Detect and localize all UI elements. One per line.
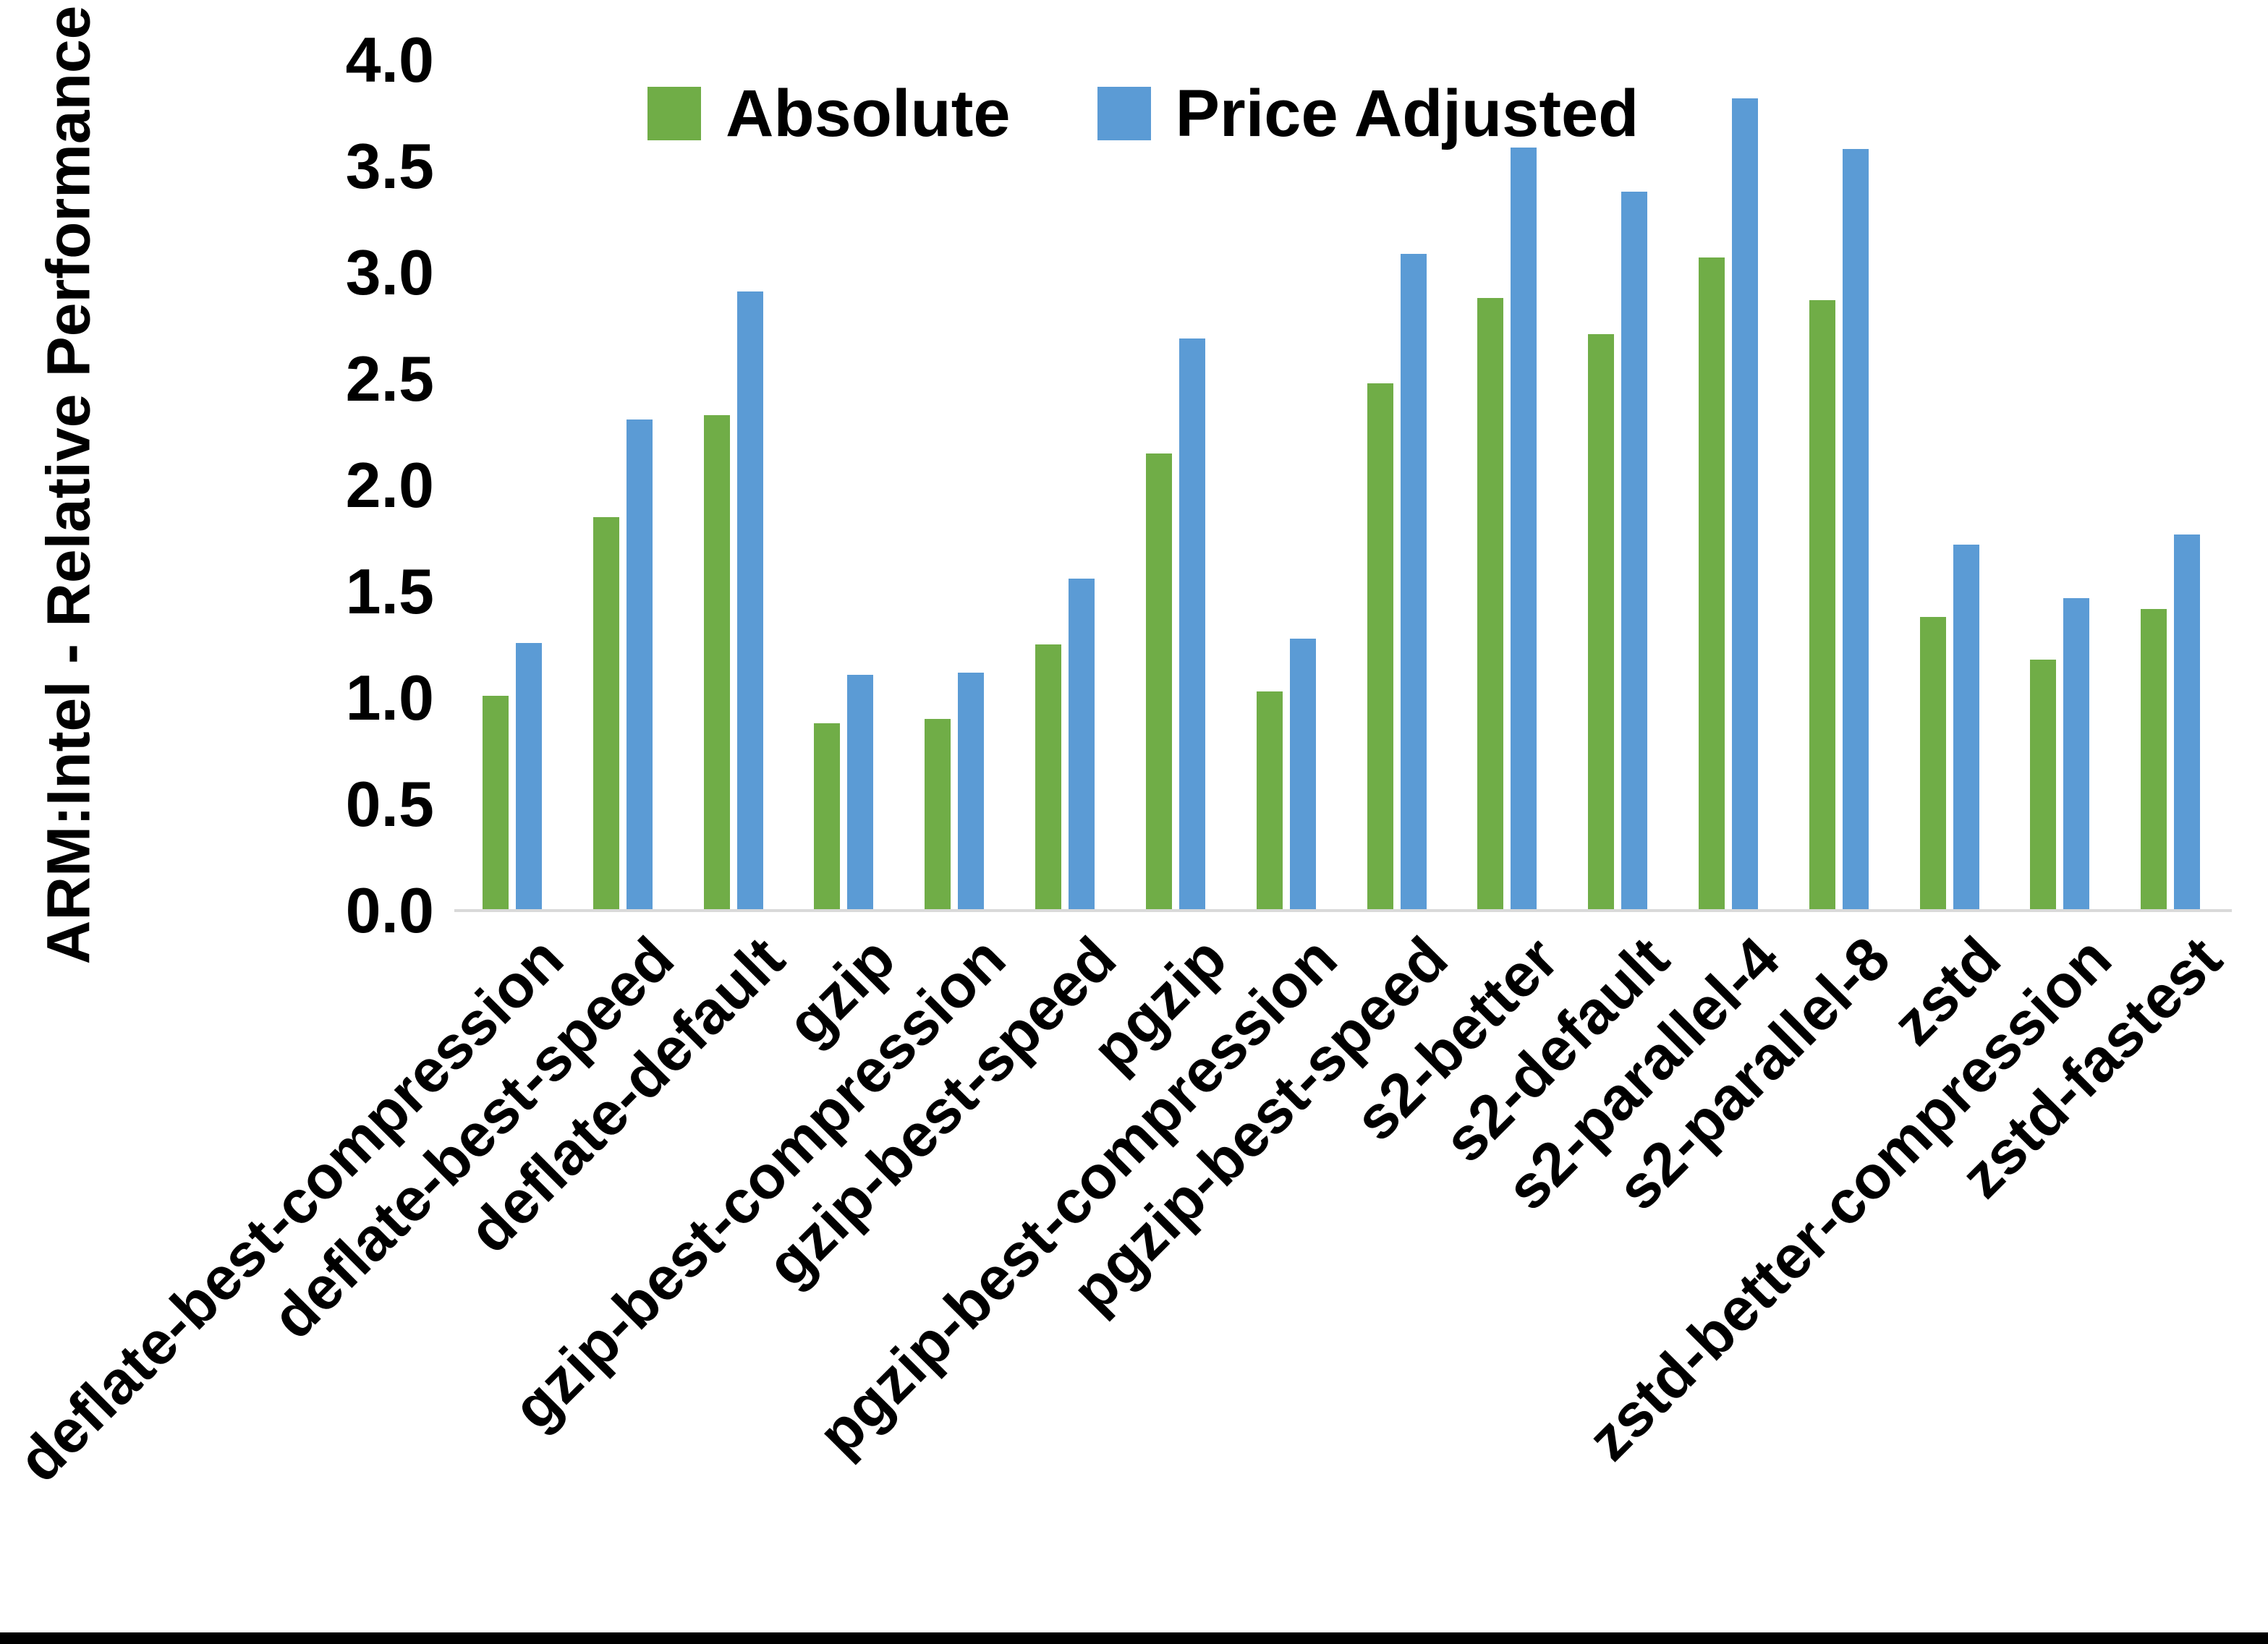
y-tick-label-3.5: 3.5 [345,130,434,202]
bar-deflate-default-absolute [704,415,730,909]
bar-zstd-fastest-price-adjusted [2174,534,2200,909]
bar-s2-parallel-8-price-adjusted [1843,149,1869,909]
bar-pgzip-best-speed-absolute [1367,383,1393,909]
bar-gzip-best-compression-absolute [925,719,951,909]
bar-pgzip-best-compression-absolute [1257,691,1283,909]
bar-deflate-best-compression-price-adjusted [516,643,542,909]
bar-s2-parallel-8-absolute [1809,300,1835,909]
bar-deflate-best-speed-price-adjusted [627,419,653,909]
bar-s2-better-price-adjusted [1511,148,1537,909]
bar-pgzip-absolute [1146,453,1172,909]
y-tick-label-3.0: 3.0 [345,237,434,308]
y-tick-label-1.5: 1.5 [345,555,434,627]
bottom-border [0,1632,2268,1644]
y-tick-label-4.0: 4.0 [345,24,434,95]
bar-s2-parallel-4-price-adjusted [1732,98,1758,909]
y-tick-label-1.0: 1.0 [345,662,434,733]
y-tick-label-0.0: 0.0 [345,874,434,946]
legend-label-absolute: Absolute [726,77,1011,150]
x-axis-baseline [454,909,2232,912]
bar-deflate-default-price-adjusted [737,291,763,909]
legend-swatch-absolute-icon [647,87,701,140]
bar-deflate-best-compression-absolute [483,696,509,909]
bar-s2-default-price-adjusted [1621,192,1647,909]
bar-gzip-price-adjusted [847,675,873,909]
legend-label-price-adjusted: Price Adjusted [1175,77,1639,150]
bar-gzip-best-speed-absolute [1035,644,1061,909]
bar-s2-parallel-4-absolute [1699,257,1725,909]
bar-zstd-better-compression-absolute [2030,660,2056,909]
bar-zstd-fastest-absolute [2141,609,2167,909]
bar-pgzip-price-adjusted [1179,338,1205,909]
bar-zstd-absolute [1920,617,1946,909]
bar-zstd-price-adjusted [1953,545,1979,909]
legend-swatch-price-adjusted-icon [1097,87,1151,140]
bar-s2-default-absolute [1588,334,1614,909]
bar-pgzip-best-speed-price-adjusted [1401,254,1427,909]
bar-gzip-best-speed-price-adjusted [1069,579,1095,909]
bar-pgzip-best-compression-price-adjusted [1290,639,1316,909]
bar-gzip-best-compression-price-adjusted [958,673,984,909]
bar-s2-better-absolute [1477,298,1503,909]
legend-item-price-adjusted: Price Adjusted [1097,77,1639,150]
bar-zstd-better-compression-price-adjusted [2063,598,2089,909]
bar-gzip-absolute [814,723,840,909]
y-tick-label-2.0: 2.0 [345,449,434,521]
y-tick-label-2.5: 2.5 [345,343,434,414]
legend-item-absolute: Absolute [647,77,1011,150]
y-axis-title-text: ARM:Intel - Relative Performance [34,5,103,964]
y-tick-label-0.5: 0.5 [345,768,434,840]
y-axis-title: ARM:Intel - Relative Performance [18,0,119,969]
legend: Absolute Price Adjusted [647,67,1639,161]
bar-deflate-best-speed-absolute [593,517,619,909]
